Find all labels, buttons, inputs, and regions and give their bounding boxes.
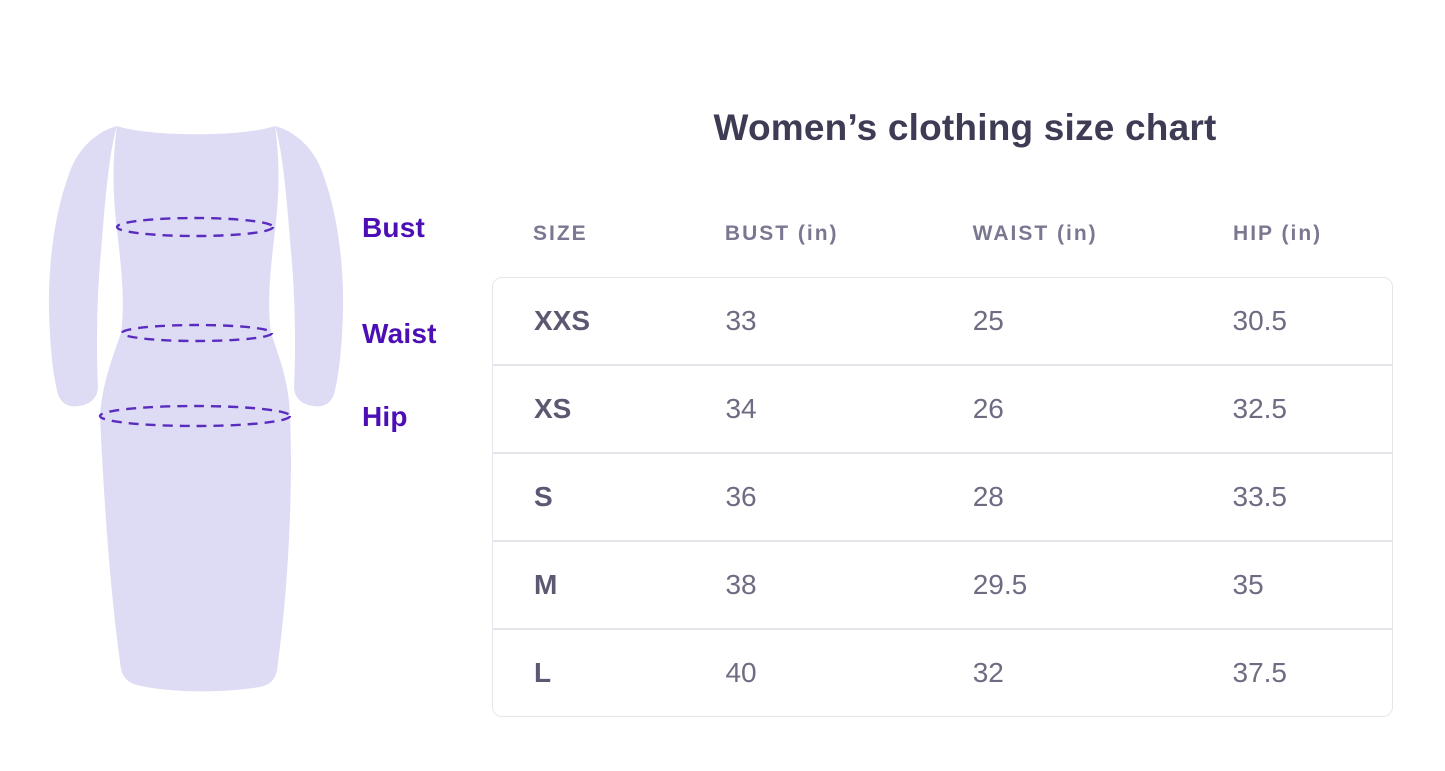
dress-left-sleeve [48,126,117,407]
hip-cell: 30.5 [1232,305,1288,336]
waist-measurement-line [120,323,274,343]
table-row: XS 34 26 32.5 [492,365,1393,453]
size-cell: S [534,481,553,512]
table-row: XXS 33 25 30.5 [492,277,1393,365]
size-table: XXS 33 25 30.5 XS 34 26 32.5 S 36 28 33.… [492,277,1393,717]
column-header-bust: BUST (in) [724,221,839,245]
size-cell: M [534,569,558,600]
column-header-waist: WAIST (in) [972,221,1098,245]
bust-cell: 33 [725,305,757,336]
bust-cell: 34 [725,393,757,424]
dress-illustration [45,122,347,698]
bust-label: Bust [362,212,426,243]
size-cell: XXS [534,305,591,336]
table-header-row: SIZE BUST (in) WAIST (in) HIP (in) [492,206,1393,261]
waist-cell: 29.5 [972,569,1028,600]
dress-body [100,126,291,692]
waist-cell: 25 [972,305,1004,336]
size-cell: XS [534,393,572,424]
table-row: M 38 29.5 35 [492,541,1393,629]
bust-measurement-line [115,216,275,238]
hip-label: Hip [362,401,408,432]
column-header-size: SIZE [533,221,588,245]
table-row: S 36 28 33.5 [492,453,1393,541]
bust-cell: 40 [725,657,757,688]
hip-cell: 33.5 [1232,481,1288,512]
hip-cell: 32.5 [1232,393,1288,424]
waist-cell: 28 [972,481,1004,512]
waist-cell: 32 [972,657,1004,688]
page-title: Women’s clothing size chart [713,107,1217,148]
waist-cell: 26 [972,393,1004,424]
dress-right-sleeve [275,126,344,407]
dress-silhouette-svg [48,126,344,692]
column-header-hip: HIP (in) [1233,221,1323,245]
table-row: L 40 32 37.5 [492,629,1393,717]
bust-cell: 36 [725,481,757,512]
bust-cell: 38 [725,569,757,600]
hip-measurement-line [98,404,292,428]
size-cell: L [534,657,552,688]
hip-cell: 37.5 [1232,657,1288,688]
hip-cell: 35 [1232,569,1264,600]
waist-label: Waist [362,318,437,349]
